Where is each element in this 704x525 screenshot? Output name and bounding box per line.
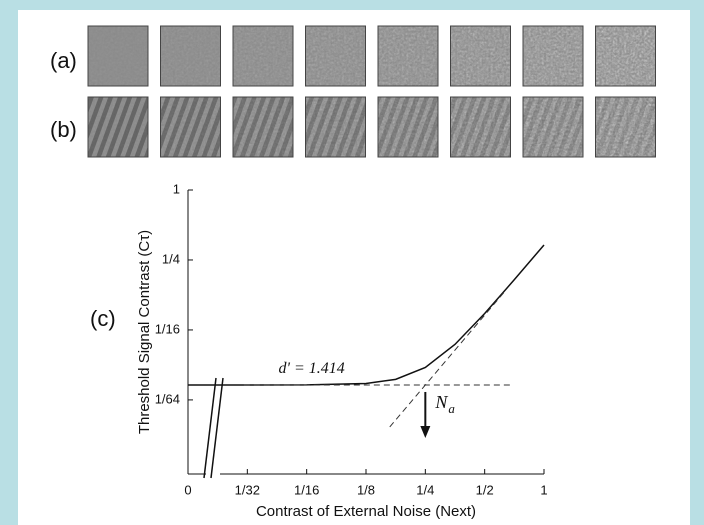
image-grating: [596, 97, 656, 157]
image-grating: [88, 97, 148, 157]
y-tick-label: 1: [173, 181, 180, 196]
x-tick-label: 1/8: [357, 482, 375, 497]
y-tick-label: 1/64: [155, 391, 180, 406]
y-tick-label: 1/4: [162, 251, 180, 266]
page: {"panel_labels": ["(a)", "(b)", "(c)"], …: [0, 0, 704, 525]
panel: [18, 10, 690, 525]
image-grating: [523, 97, 583, 157]
image-noise: [378, 26, 438, 86]
image-noise: [451, 26, 511, 86]
image-grating: [233, 97, 293, 157]
panel-label: (b): [50, 117, 77, 142]
x-tick-label: 0: [184, 482, 191, 497]
x-axis-label: Contrast of External Noise (Next): [256, 503, 476, 520]
x-tick-label: 1/16: [294, 482, 319, 497]
panel-label: (c): [90, 306, 116, 331]
panel-label: (a): [50, 48, 77, 73]
image-noise: [596, 26, 656, 86]
x-tick-label: 1/32: [235, 482, 260, 497]
image-noise: [233, 26, 293, 86]
image-noise: [523, 26, 583, 86]
x-tick-label: 1/4: [416, 482, 434, 497]
image-grating: [378, 97, 438, 157]
image-grating: [306, 97, 366, 157]
image-noise: [88, 26, 148, 86]
x-tick-label: 1: [540, 482, 547, 497]
x-tick-label: 1/2: [476, 482, 494, 497]
y-tick-label: 1/16: [155, 321, 180, 336]
y-axis-label: Threshold Signal Contrast (Cτ): [136, 230, 153, 434]
annotation: d' = 1.414: [279, 360, 345, 377]
image-grating: [451, 97, 511, 157]
image-noise: [306, 26, 366, 86]
annotation: N: [434, 392, 448, 412]
annotation-sub: a: [448, 401, 455, 416]
image-grating: [161, 97, 221, 157]
figure: (a) (b) (c) 1/64 1/16 1/4 1 0 1/32 1/16 1/8 1/4 1…: [0, 0, 704, 525]
image-noise: [161, 26, 221, 86]
